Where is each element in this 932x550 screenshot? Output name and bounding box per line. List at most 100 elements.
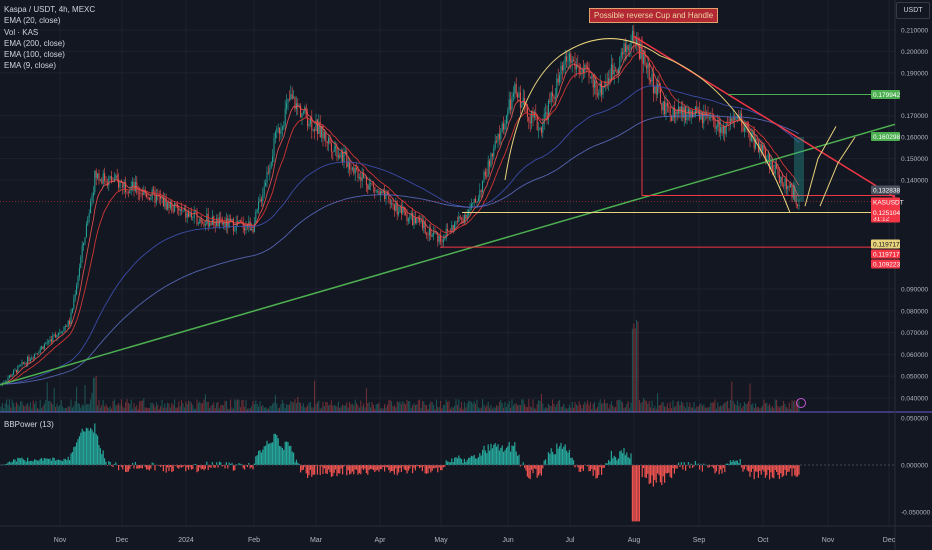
bbpower-bar [90,428,92,465]
bbpower-bar [335,465,337,470]
bbpower-bar [655,465,657,483]
candle-body [528,116,530,121]
bbpower-bar [195,464,197,465]
bbpower-bar [246,465,248,468]
candle-body [13,370,15,375]
volume-bar [742,406,744,412]
volume-bar [315,404,317,412]
volume-bar [344,405,346,412]
bbpower-bar [574,465,576,468]
volume-bar [97,405,99,412]
volume-bar [228,408,230,412]
volume-bar [101,404,103,412]
bbpower-bar [753,465,755,480]
volume-bar [196,399,198,412]
bbpower-bar [570,457,572,465]
volume-bar [699,404,701,412]
candle-body [7,377,9,381]
candle-body [750,134,752,141]
candle-body [559,75,561,83]
candle-body [546,112,548,120]
bbpower-bar [519,465,521,467]
candle-body [67,320,69,327]
legend-ema100[interactable]: EMA (100, close) [4,50,65,60]
legend-ema20[interactable]: EMA (20, close) [4,16,61,26]
legend-ema9[interactable]: EMA (9, close) [4,61,57,71]
volume-bar [752,403,754,412]
volume-bar [623,407,625,412]
price-badge-label: 0.132838 [873,188,900,195]
volume-bar [297,396,299,412]
legend-ema200[interactable]: EMA (200, close) [4,38,65,48]
bbpower-bar [722,465,724,468]
bbpower-bar [475,458,477,465]
bbpower-bar [668,465,670,473]
candle-body [725,122,727,134]
candle-body [650,80,652,82]
volume-bar [203,399,205,412]
bbpower-bar [483,445,485,465]
candle-body [386,193,388,195]
bbpower-bar [739,459,741,465]
legend-symbol[interactable]: Kaspa / USDT, 4h, MEXC [4,5,96,14]
indicator-label[interactable]: BBPower (13) [4,420,54,429]
candle-body [536,115,538,130]
candle-body [269,167,271,173]
volume-bar [98,400,100,412]
bbpower-bar [428,465,430,469]
volume-bar [300,402,302,412]
bbpower-bar [48,459,50,465]
volume-bar [260,406,262,412]
candle-body [482,180,484,192]
volume-bar [784,403,786,412]
legend-volume[interactable]: Vol · KAS [4,27,39,37]
volume-bar [749,383,751,412]
bbpower-bar [650,465,652,484]
price-tick-label: 0.090000 [901,287,928,294]
bbpower-bar [263,446,265,465]
bbpower-bar [531,465,533,470]
bbpower-bar [701,465,703,472]
volume-bar [428,403,430,412]
candle-body [311,117,313,131]
candle-body [168,202,170,208]
annotation-title[interactable]: Possible reverse Cup and Handle [589,8,719,23]
candle-body [714,119,716,129]
bbpower-bar [112,465,114,468]
currency-button[interactable]: USDT [896,2,930,19]
bbpower-bar [771,465,773,478]
candle-body [81,245,83,258]
volume-bar [468,400,470,412]
bbpower-bar [207,465,209,470]
candle-body [99,179,101,181]
candle-body [60,332,62,333]
candle-body [169,202,171,208]
bbpower-bar [673,465,675,474]
volume-bar [678,400,680,412]
candle-body [336,145,338,158]
price-tick-label: 0.040000 [901,396,928,403]
candle-body [396,203,398,215]
candle-body [612,64,614,75]
volume-bar [311,407,313,412]
volume-bar [155,402,157,412]
volume-bar [448,400,450,412]
candle-body [790,184,792,188]
volume-bar [452,407,454,412]
volume-bar [790,408,792,412]
volume-bar [146,407,148,412]
volume-bar [167,402,169,412]
candle-body [454,223,456,231]
volume-bar [764,403,766,412]
volume-bar [511,399,513,412]
volume-bar [17,404,19,412]
volume-bar [314,380,316,412]
candle-body [293,96,295,99]
candle-body [147,197,149,199]
bbpower-bar [77,439,79,465]
candle-body [262,194,264,202]
time-tick-label: Oct [758,537,769,544]
volume-bar [568,404,570,412]
candle-body [101,179,103,184]
